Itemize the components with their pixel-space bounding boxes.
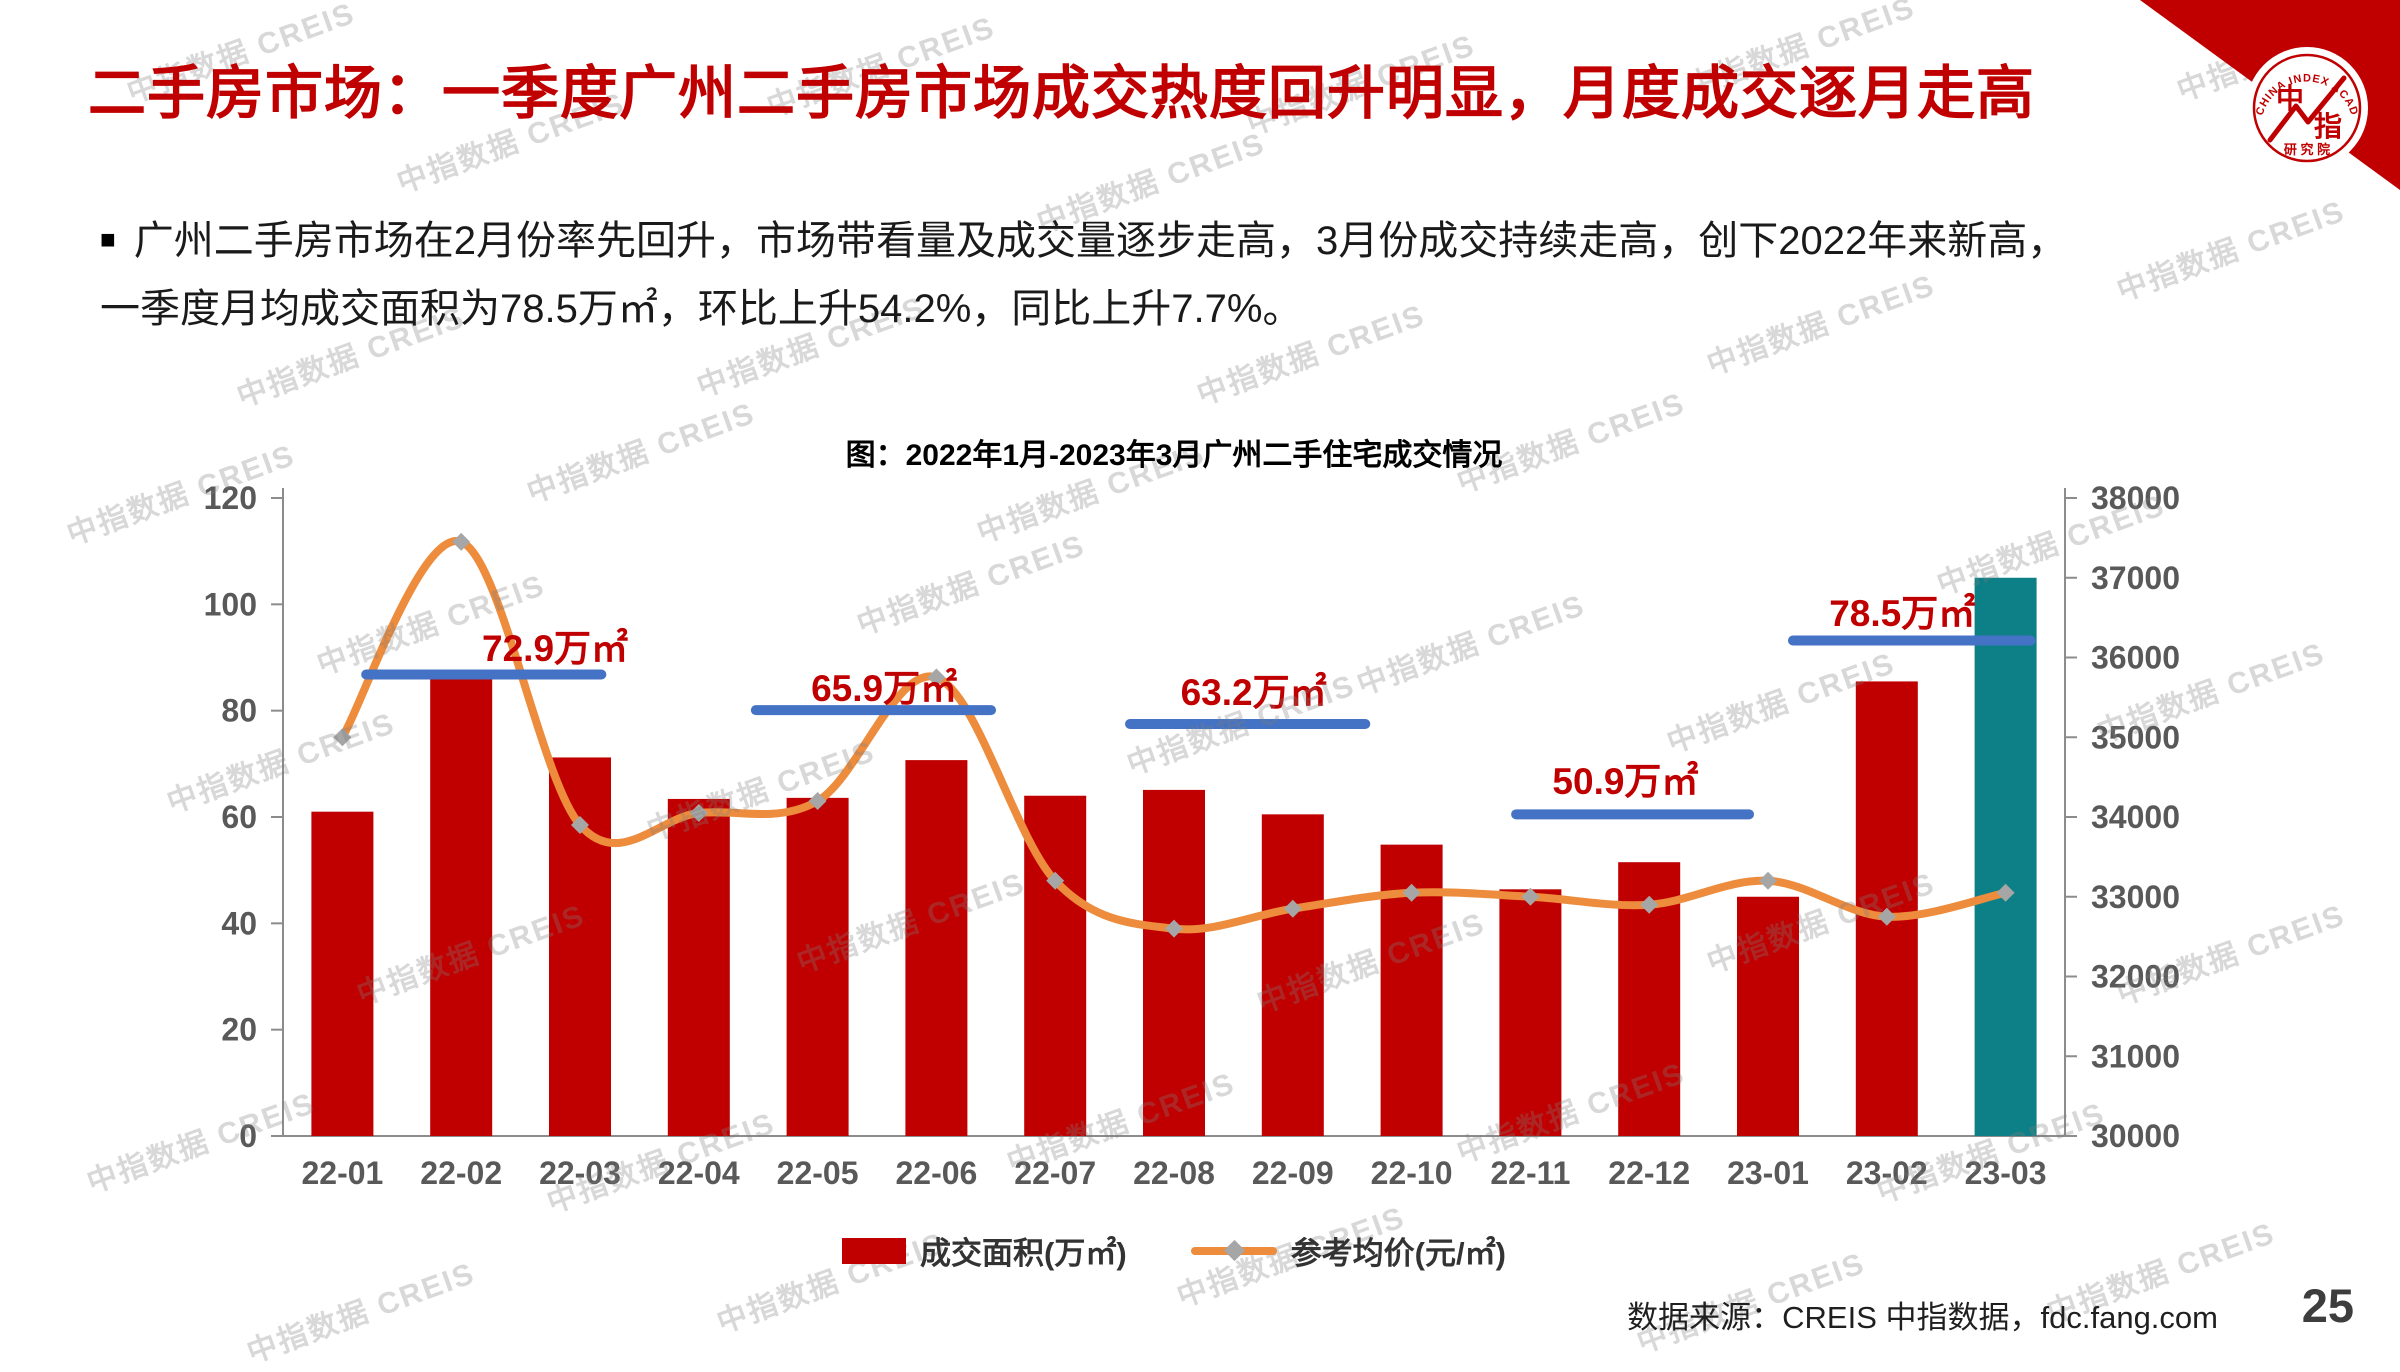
avg-label-4: 50.9万㎡ (1552, 760, 1698, 802)
bar-22-05 (786, 797, 849, 1136)
x-axis-label: 22-09 (1252, 1155, 1334, 1191)
legend-label-price: 参考均价(元/㎡) (1290, 1236, 1506, 1271)
price-marker-22-12 (1640, 895, 1659, 914)
left-axis-tick-label: 0 (239, 1118, 257, 1154)
left-axis-tick-label: 100 (204, 586, 257, 622)
left-axis-tick-label: 20 (221, 1012, 257, 1048)
bar-23-03 (1974, 577, 2037, 1136)
bar-22-01 (311, 811, 374, 1136)
line-swatch-icon (1190, 1239, 1277, 1261)
bar-22-03 (549, 757, 611, 1136)
x-axis-label: 22-05 (777, 1155, 859, 1191)
x-axis-label: 22-03 (539, 1155, 621, 1191)
logo-zh-sub: 研 究 院 (2284, 142, 2330, 157)
bar-22-11 (1499, 889, 1562, 1136)
price-marker-22-03 (571, 815, 589, 834)
x-axis-label: 22-11 (1490, 1155, 1570, 1191)
x-axis-label: 23-02 (1846, 1155, 1928, 1191)
avg-label-1: 72.9万㎡ (482, 627, 628, 669)
data-source-note: 数据来源：CREIS 中指数据，fdc.fang.com (1627, 1300, 2218, 1335)
x-axis-label: 22-08 (1133, 1155, 1215, 1191)
chart-legend: 成交面积(万㎡) 参考均价(元/㎡) (283, 1228, 2065, 1273)
avg-label-5: 78.5万㎡ (1829, 592, 1975, 634)
price-marker-23-02 (1877, 907, 1896, 926)
right-axis-tick-label: 38000 (2091, 480, 2180, 516)
right-axis-tick-label: 32000 (2091, 959, 2180, 995)
right-axis-tick-label: 35000 (2091, 719, 2180, 755)
price-marker-22-01 (333, 728, 352, 747)
right-axis-tick-label: 30000 (2091, 1118, 2180, 1154)
price-marker-22-02 (452, 532, 471, 551)
left-axis-tick-label: 80 (221, 693, 257, 729)
right-axis-tick-label: 37000 (2091, 560, 2180, 596)
logo-peak-icon (2267, 75, 2347, 143)
x-axis-label: 22-12 (1608, 1155, 1690, 1191)
right-axis-tick-label: 33000 (2091, 879, 2180, 915)
china-index-academy-logo: CHINA INDEX ACADEMY 中 指 研 究 院 (2130, 0, 2400, 190)
bar-swatch-icon (842, 1237, 907, 1264)
price-marker-22-07 (1046, 871, 1065, 890)
price-marker-23-01 (1759, 871, 1777, 890)
avg-label-2: 65.9万㎡ (811, 667, 957, 709)
x-axis-label: 23-03 (1965, 1155, 2047, 1191)
x-axis-label: 22-01 (301, 1155, 383, 1191)
price-marker-22-04 (689, 804, 708, 823)
bullet-square-icon: ■ (100, 224, 116, 254)
price-marker-22-11 (1521, 887, 1540, 906)
right-axis-tick-label: 34000 (2091, 799, 2180, 835)
bar-22-09 (1261, 814, 1324, 1136)
page-title: 二手房市场：一季度广州二手房市场成交热度回升明显，月度成交逐月走高 (88, 61, 2036, 126)
left-axis-tick-label: 120 (204, 480, 257, 516)
price-line (338, 537, 2010, 934)
price-marker-22-08 (1165, 919, 1183, 938)
x-axis-label: 22-07 (1014, 1155, 1096, 1191)
bar-22-08 (1143, 789, 1205, 1136)
page-number: 25 (2301, 1279, 2354, 1332)
bar-22-02 (430, 676, 493, 1136)
x-axis-label: 22-02 (420, 1155, 502, 1191)
chart-title: 图：2022年1月-2023年3月广州二手住宅成交情况 (845, 439, 1503, 472)
bar-22-04 (667, 798, 730, 1136)
left-axis-tick-label: 60 (221, 799, 257, 835)
legend-item-price: 参考均价(元/㎡) (1190, 1228, 1506, 1273)
legend-item-area: 成交面积(万㎡) (842, 1228, 1127, 1273)
price-marker-22-05 (808, 792, 827, 811)
x-axis-label: 22-10 (1371, 1155, 1453, 1191)
right-axis-tick-label: 36000 (2091, 640, 2180, 676)
right-axis-tick-label: 31000 (2091, 1038, 2180, 1074)
x-axis-label: 23-01 (1727, 1155, 1809, 1191)
bar-23-01 (1737, 896, 1799, 1136)
avg-label-3: 63.2万㎡ (1181, 671, 1327, 713)
left-axis-tick-label: 40 (221, 905, 257, 941)
bullet-line-1: ■ 广州二手房市场在2月份率先回升，市场带看量及成交量逐步走高，3月份成交持续走高… (100, 208, 2067, 266)
logo-circle-ring (2252, 53, 2362, 163)
price-marker-22-10 (1402, 883, 1421, 902)
bullet-line-2: 一季度月均成交面积为78.5万㎡，环比上升54.2%，同比上升7.7%。 (100, 287, 1303, 331)
x-axis-label: 22-04 (658, 1155, 740, 1191)
legend-label-area: 成交面积(万㎡) (920, 1236, 1127, 1271)
bar-22-06 (905, 760, 968, 1136)
bullet-text-1: 广州二手房市场在2月份率先回升，市场带看量及成交量逐步走高，3月份成交持续走高，… (133, 219, 2068, 263)
logo-zh-char1: 中 (2276, 83, 2304, 114)
logo-zh-char2: 指 (2314, 111, 2342, 142)
price-marker-22-09 (1283, 899, 1302, 918)
price-marker-23-03 (1996, 883, 2015, 902)
price-marker-22-06 (927, 668, 946, 687)
x-axis-label: 22-06 (895, 1155, 977, 1191)
diamond-marker-icon (1223, 1239, 1245, 1261)
